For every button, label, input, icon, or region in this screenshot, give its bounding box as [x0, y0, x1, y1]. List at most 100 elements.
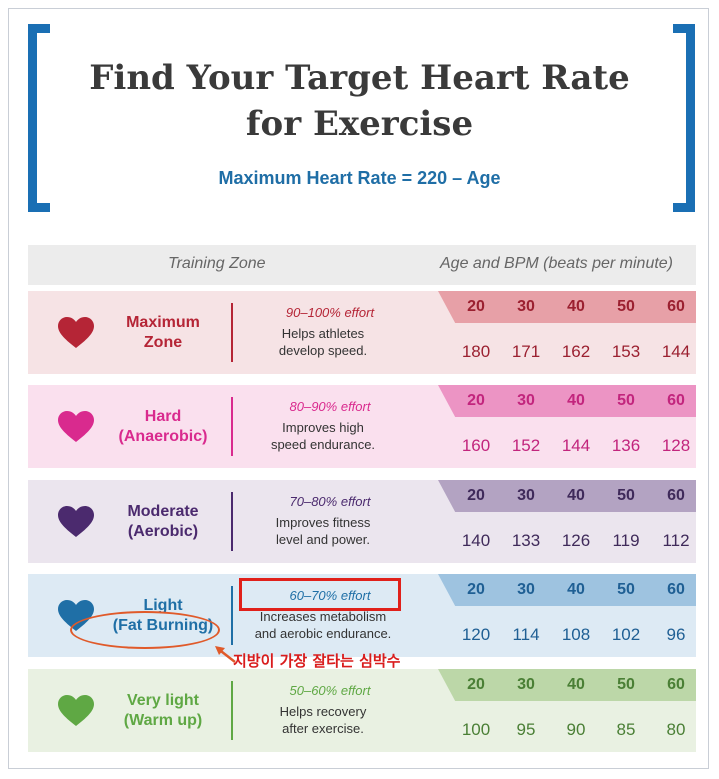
heart-icon: [58, 317, 94, 348]
age-bpm-header: Age and BPM (beats per minute): [440, 255, 674, 272]
description-line-2: after exercise.: [282, 721, 364, 736]
bpm-value: 144: [561, 436, 591, 455]
bpm-value: 119: [612, 531, 640, 550]
heart-icon: [58, 506, 94, 537]
description-line-1: Improves high: [282, 420, 364, 435]
bpm-value: 100: [461, 720, 491, 739]
effort-range: 50–60% effort: [289, 683, 371, 698]
max-heart-rate-formula: Maximum Heart Rate = 220 – Age: [218, 168, 501, 188]
age-band: [438, 669, 696, 701]
age-label: 50: [617, 392, 635, 409]
age-label: 20: [467, 392, 485, 409]
zone-name: Maximum Zone: [98, 313, 228, 353]
page-title: Find Your Target Heart Rate for Exercise: [0, 55, 719, 147]
age-label: 30: [517, 676, 535, 693]
description-line-2: and aerobic endurance.: [254, 626, 392, 641]
age-label: 30: [517, 581, 535, 598]
bpm-value: 153: [611, 342, 641, 361]
description-line-1: Increases metabolism: [259, 609, 387, 624]
bpm-value: 102: [611, 625, 641, 644]
chevron-shape: [438, 291, 460, 373]
age-label: 60: [667, 392, 685, 409]
zone-divider: [231, 681, 233, 740]
zone-row-background: [28, 480, 438, 563]
age-band: [438, 574, 696, 606]
zone-row: Moderate (Aerobic) 70–80% effort Improves f…: [28, 480, 696, 563]
zone-description: Improves fitness level and power.: [233, 514, 413, 548]
age-label: 40: [567, 392, 585, 409]
effort-range: 80–90% effort: [289, 399, 371, 414]
arrow-icon: [215, 646, 236, 663]
age-label: 50: [617, 581, 635, 598]
bpm-value: 162: [561, 342, 591, 361]
age-label: 60: [667, 487, 685, 504]
age-band: [438, 291, 696, 323]
age-label: 60: [667, 676, 685, 693]
zone-name-line-1: Hard: [144, 408, 182, 425]
heart-icon: [58, 411, 94, 442]
age-label: 50: [617, 487, 635, 504]
chevron-shape: [438, 385, 460, 467]
chevron-shape: [438, 574, 460, 656]
training-zone-header: Training Zone: [168, 255, 266, 272]
age-label: 40: [567, 298, 585, 315]
korean-annotation: 지방이 가장 잘타는 심박수: [233, 652, 401, 670]
age-label: 20: [467, 298, 485, 315]
age-label: 50: [617, 298, 635, 315]
title-line-1: Find Your Target Heart Rate: [89, 58, 630, 98]
zone-name-line-2: Zone: [143, 334, 183, 351]
chevron-shape: [438, 480, 460, 562]
zone-description: Helps recovery after exercise.: [233, 703, 413, 737]
bpm-value: 133: [511, 531, 541, 550]
zone-name-line-1: Very light: [126, 692, 200, 709]
zone-row-background: [28, 385, 438, 468]
zone-description: Improves high speed endurance.: [233, 419, 413, 453]
zone-divider: [231, 492, 233, 551]
zone-description: Increases metabolism and aerobic enduranc…: [233, 608, 413, 642]
zone-name-line-1: Moderate: [127, 503, 199, 520]
age-label: 20: [467, 581, 485, 598]
age-label: 30: [517, 392, 535, 409]
bpm-value: 171: [511, 342, 541, 361]
bpm-value: 120: [461, 625, 491, 644]
bpm-value: 144: [661, 342, 691, 361]
description-line-2: speed endurance.: [270, 437, 376, 452]
bpm-value: 112: [662, 531, 690, 550]
zone-name: Hard (Anaerobic): [98, 407, 228, 447]
bpm-value: 152: [511, 436, 541, 455]
description-line-1: Helps recovery: [279, 704, 367, 719]
highlight-ellipse: [70, 611, 220, 649]
zone-row: Very light (Warm up) 50–60% effort Helps re…: [28, 669, 696, 752]
age-label: 40: [567, 487, 585, 504]
zone-name-line-2: (Warm up): [123, 712, 203, 729]
bpm-value: 85: [616, 720, 636, 739]
effort-range: 90–100% effort: [285, 305, 375, 320]
zone-name-line-1: Maximum: [126, 314, 200, 331]
highlight-box: [239, 578, 401, 611]
right-bracket: [673, 24, 695, 212]
chevron-shape: [438, 669, 460, 751]
zone-row-background: [28, 291, 438, 374]
bpm-value: 128: [661, 436, 691, 455]
effort-range: 70–80% effort: [289, 494, 371, 509]
bpm-value: 180: [461, 342, 491, 361]
zone-name-line-2: (Anaerobic): [118, 428, 208, 445]
table-header: Training Zone Age and BPM (beats per min…: [28, 245, 696, 285]
outer-frame: [8, 8, 709, 769]
bpm-value: 95: [516, 720, 536, 739]
bpm-value: 114: [512, 625, 540, 644]
zone-divider: [231, 586, 233, 645]
description-line-1: Helps athletes: [281, 326, 365, 341]
zone-row: Hard (Anaerobic) 80–90% effort Improves hig…: [28, 385, 696, 468]
zone-divider: [231, 397, 233, 456]
age-label: 30: [517, 298, 535, 315]
bpm-value: 96: [666, 625, 686, 644]
zone-row: Maximum Zone 90–100% effort Helps athletes d…: [28, 291, 696, 374]
age-label: 20: [467, 676, 485, 693]
bpm-value: 108: [561, 625, 591, 644]
zone-divider: [231, 303, 233, 362]
age-label: 30: [517, 487, 535, 504]
left-bracket: [28, 24, 50, 212]
heart-icon: [58, 695, 94, 726]
age-label: 40: [567, 676, 585, 693]
